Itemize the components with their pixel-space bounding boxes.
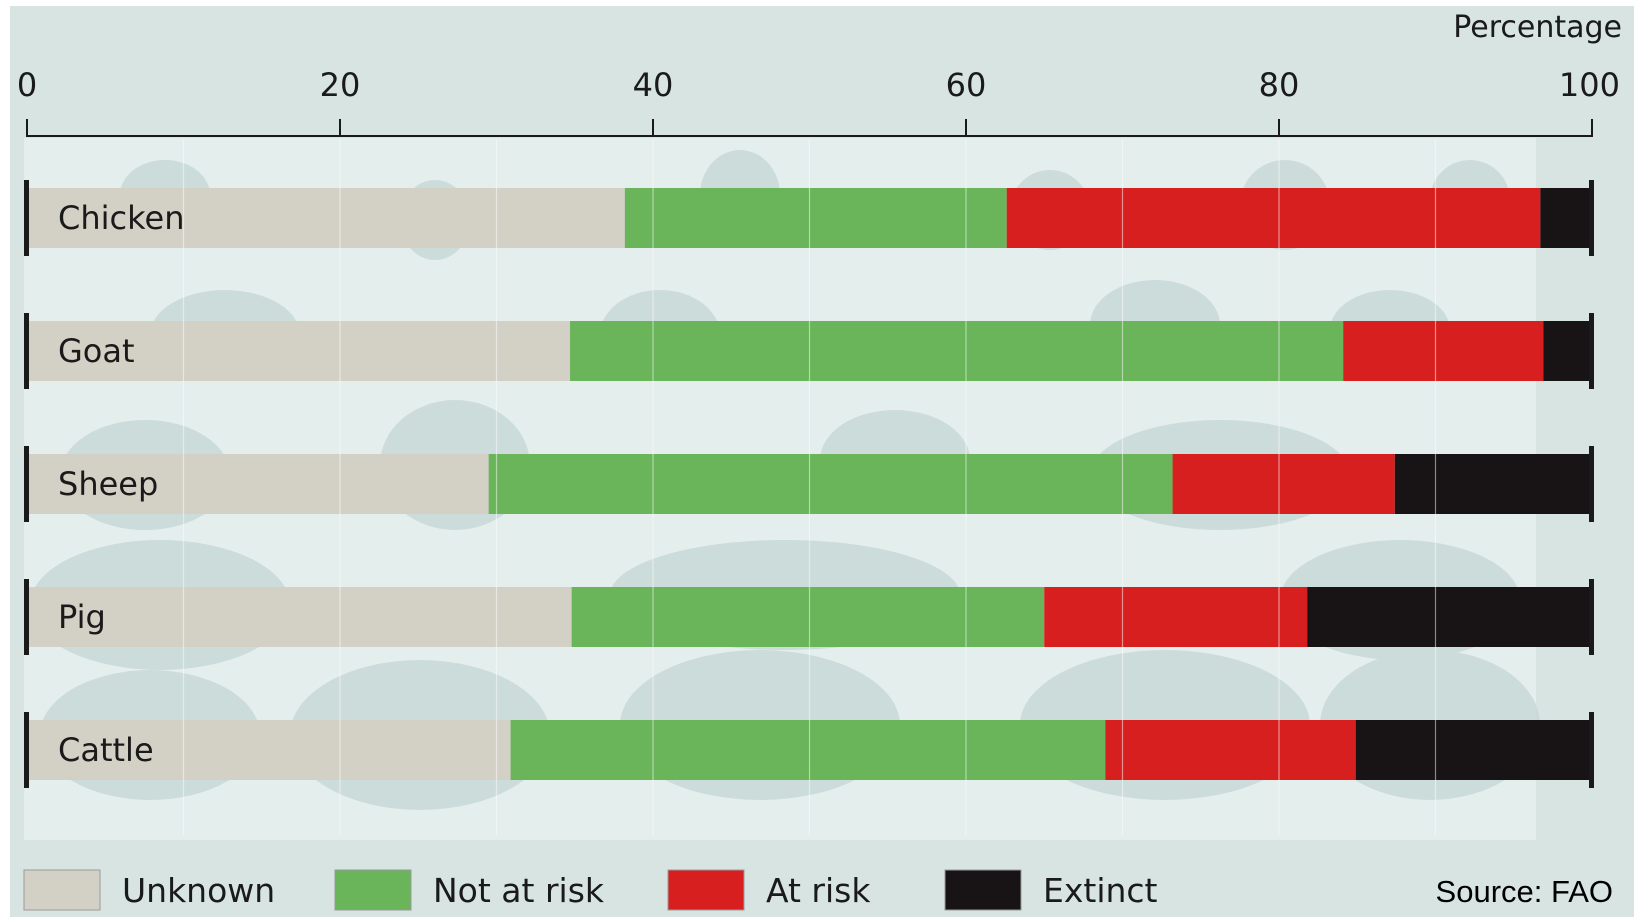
bar-cap-right <box>1589 313 1594 389</box>
bar-segment <box>1307 587 1592 647</box>
category-label: Sheep <box>58 465 158 503</box>
bar-segment <box>1044 587 1308 647</box>
category-label: Chicken <box>58 199 184 237</box>
x-tick-label: 0 <box>17 66 37 104</box>
category-label: Goat <box>58 332 135 370</box>
x-tick-label: 60 <box>946 66 987 104</box>
bar-end-caps <box>24 180 1594 788</box>
bar-segment <box>1343 321 1544 381</box>
bar-cap-left <box>24 712 29 788</box>
bar-segment <box>570 321 1344 381</box>
bar-cap-left <box>24 180 29 256</box>
legend-swatch <box>334 869 412 911</box>
bar-cap-left <box>24 313 29 389</box>
x-tick-label: 20 <box>320 66 361 104</box>
bar-segment <box>27 720 511 780</box>
category-label: Cattle <box>58 731 154 769</box>
bars <box>27 188 1592 780</box>
bar-cap-right <box>1589 180 1594 256</box>
bar-segment <box>488 454 1173 514</box>
bar-segment <box>510 720 1106 780</box>
bar-segment <box>1540 188 1592 248</box>
legend-swatch <box>667 869 745 911</box>
bar-segment <box>624 188 1007 248</box>
bar-cap-left <box>24 579 29 655</box>
legend-label: Unknown <box>122 871 275 910</box>
category-label: Pig <box>58 598 106 636</box>
bar-segment <box>1355 720 1592 780</box>
bar-segment <box>571 587 1045 647</box>
source-note: Source: FAO <box>1436 874 1613 909</box>
legend: Unknown Not at risk At risk Extinct <box>23 869 1158 911</box>
bar-segment <box>27 587 572 647</box>
bar-cap-right <box>1589 579 1594 655</box>
legend-swatch <box>23 869 101 911</box>
bar-cap-right <box>1589 712 1594 788</box>
bar-segment <box>1006 188 1541 248</box>
bar-segment <box>1543 321 1592 381</box>
bar-cap-right <box>1589 446 1594 522</box>
bar-segment <box>27 321 571 381</box>
bar-segment <box>1172 454 1395 514</box>
x-tick-label: 40 <box>633 66 674 104</box>
category-labels: Chicken Goat Sheep Pig Cattle <box>58 199 184 769</box>
legend-swatch <box>944 869 1022 911</box>
x-tick-label: 80 <box>1259 66 1300 104</box>
bar-segment <box>1105 720 1356 780</box>
legend-label: At risk <box>766 871 871 910</box>
legend-label: Extinct <box>1043 871 1158 910</box>
legend-label: Not at risk <box>433 871 605 910</box>
x-axis: Percentage 0 20 40 60 80 100 <box>17 10 1622 137</box>
bar-segment <box>27 454 489 514</box>
x-tick-label: 100 <box>1559 66 1620 104</box>
axis-unit-label: Percentage <box>1453 10 1622 45</box>
bar-cap-left <box>24 446 29 522</box>
bar-segment <box>27 188 625 248</box>
bar-segment <box>1394 454 1592 514</box>
